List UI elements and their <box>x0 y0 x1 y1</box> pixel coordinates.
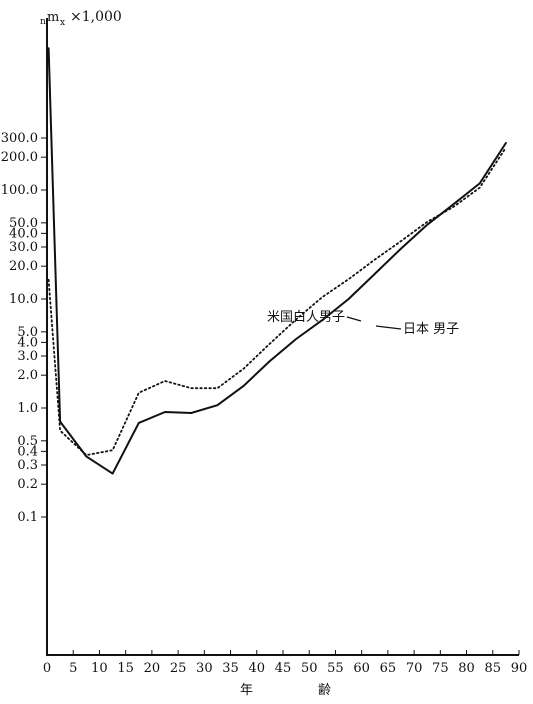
x-tick-label: 55 <box>327 661 344 676</box>
ylabel-prefix: n <box>40 17 46 27</box>
annotation-leader-japan <box>375 325 402 330</box>
x-tick-label: 75 <box>432 661 449 676</box>
y-ticks: 0.1 0.2 0.30.40.5 1.0 2.0 3.04.05.0 10.0 20.0 30… <box>1 131 47 525</box>
y-tick-label: 5.0 <box>17 325 38 340</box>
y-tick-label: 40.0 <box>9 226 38 241</box>
series-line-us-white <box>47 146 507 457</box>
x-tick-label: 15 <box>117 661 134 676</box>
x-tick-label: 25 <box>170 661 187 676</box>
x-tick-label: 40 <box>249 661 266 676</box>
y-tick-label: 1.0 <box>17 401 38 416</box>
x-tick-label: 10 <box>91 661 108 676</box>
x-tick-label: 85 <box>485 661 502 676</box>
x-tick-label: 50 <box>301 661 318 676</box>
x-tick-label: 70 <box>406 661 423 676</box>
y-tick-label: 3.0 <box>17 349 38 364</box>
xlabel-right: 齢 <box>318 683 331 698</box>
y-tick-label: 0.3 <box>17 458 38 473</box>
y-tick-label: 0.4 <box>17 444 38 459</box>
x-tick-label: 60 <box>353 661 370 676</box>
x-tick-label: 90 <box>511 661 528 676</box>
series-layer <box>47 47 507 475</box>
x-tick-label: 45 <box>275 661 292 676</box>
x-tick-label: 5 <box>69 661 77 676</box>
y-tick-label: 10.0 <box>9 292 38 307</box>
x-tick-label: 35 <box>222 661 239 676</box>
y-tick-label: 0.2 <box>17 477 38 492</box>
y-tick-label: 50.0 <box>9 216 38 231</box>
y-tick-label: 2.0 <box>17 368 38 383</box>
y-tick-label: 100.0 <box>1 183 38 198</box>
y-tick-label: 0.5 <box>17 434 38 449</box>
x-tick-label: 30 <box>196 661 213 676</box>
y-tick-label: 4.0 <box>17 335 38 350</box>
ylabel-sub: x <box>60 18 65 28</box>
x-tick-label: 0 <box>43 661 51 676</box>
annotation-us-white-male: 米国白人男子 <box>267 309 345 325</box>
axes <box>46 18 519 656</box>
y-tick-label: 0.1 <box>17 510 38 525</box>
y-tick-label: 300.0 <box>1 131 38 146</box>
y-tick-label: 30.0 <box>9 240 38 255</box>
x-ticks: 0 5 10 15 20 25 30 35 40 45 50 55 60 65 70 75 80 85 90 <box>43 650 527 676</box>
annotation-japan-male: 日本 男子 <box>403 322 459 337</box>
ylabel-main: m <box>47 10 59 25</box>
annotation-leader-us <box>346 316 362 322</box>
ylabel-suffix: ×1,000 <box>70 9 122 25</box>
x-tick-label: 65 <box>380 661 397 676</box>
xlabel-left: 年 <box>240 683 253 698</box>
x-tick-label: 20 <box>144 661 161 676</box>
axis-labels: n m x ×1,000 年 齢 <box>40 9 331 698</box>
x-tick-label: 80 <box>458 661 475 676</box>
series-line-japan <box>47 47 507 475</box>
y-tick-label: 200.0 <box>1 150 38 165</box>
y-tick-label: 20.0 <box>9 259 38 274</box>
